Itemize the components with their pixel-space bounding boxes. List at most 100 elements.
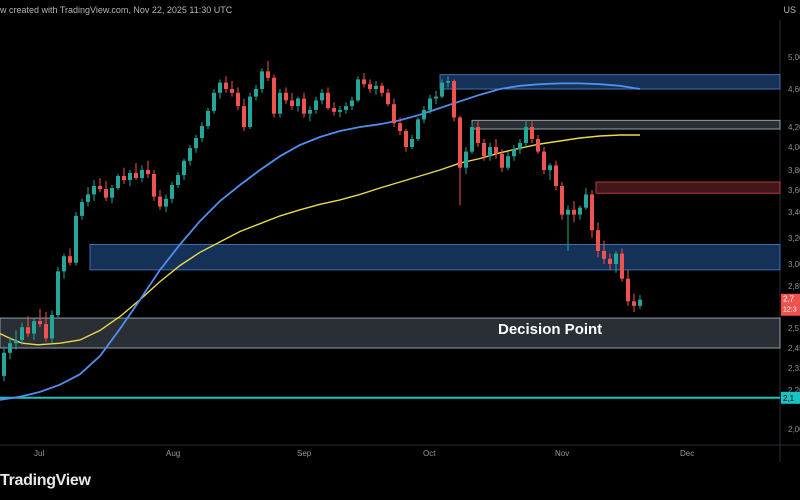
candle-body bbox=[578, 207, 582, 215]
candle-body bbox=[368, 84, 372, 89]
candle-body bbox=[554, 165, 558, 186]
candle-body bbox=[410, 139, 414, 147]
candle-body bbox=[602, 251, 606, 259]
candle-body bbox=[488, 147, 492, 157]
candle-body bbox=[458, 117, 462, 168]
candle-body bbox=[182, 160, 186, 175]
x-axis-tick-label: Jul bbox=[34, 449, 44, 458]
candle-body bbox=[170, 185, 174, 199]
candle-body bbox=[8, 343, 12, 353]
candle-body bbox=[56, 271, 60, 316]
candle-body bbox=[338, 109, 342, 112]
currency-label: US bbox=[783, 5, 796, 15]
candle-body bbox=[188, 148, 192, 161]
candle-body bbox=[140, 170, 144, 178]
candle-body bbox=[596, 230, 600, 251]
candle-body bbox=[230, 89, 234, 93]
candle-body bbox=[422, 109, 426, 120]
zone-grey-4 bbox=[0, 317, 781, 349]
candle-body bbox=[134, 173, 138, 178]
candle-body bbox=[272, 77, 276, 114]
candle-body bbox=[68, 256, 72, 263]
y-axis-tick-label: 2,200 bbox=[788, 386, 800, 395]
candle-body bbox=[404, 131, 408, 147]
candle-body bbox=[512, 149, 516, 157]
candle-body bbox=[2, 352, 6, 376]
candle-body bbox=[344, 106, 348, 110]
candle-body bbox=[32, 321, 36, 334]
candle-body bbox=[110, 188, 114, 198]
candle-body bbox=[494, 147, 498, 154]
zone-blue-0 bbox=[439, 74, 781, 90]
candle-body bbox=[218, 82, 222, 93]
last-price-label: 2,7 bbox=[783, 295, 795, 304]
candle-body bbox=[362, 79, 366, 85]
candle-body bbox=[104, 189, 108, 198]
candle-body bbox=[14, 340, 18, 344]
candle-body bbox=[566, 209, 570, 215]
slow-moving-average-line bbox=[0, 134, 640, 346]
y-axis-tick-label: 5,000 bbox=[788, 53, 800, 62]
candle-body bbox=[374, 85, 378, 89]
price-chart[interactable]: Decision Point 5,000 4,600 4,200 4,000 3,800 3… bbox=[0, 0, 800, 462]
zone-grey-1 bbox=[471, 119, 781, 130]
x-axis-tick-label: Aug bbox=[166, 449, 180, 458]
candle-body bbox=[356, 79, 360, 101]
candle-body bbox=[314, 100, 318, 110]
candle-body bbox=[524, 127, 528, 143]
candle-body bbox=[476, 127, 480, 143]
footer: TradingView bbox=[0, 462, 800, 500]
candle-body bbox=[620, 253, 624, 279]
candle-body bbox=[248, 96, 252, 127]
y-axis-tick-label: 3,800 bbox=[788, 166, 800, 175]
chart-caption: w created with TradingView.com, Nov 22, … bbox=[0, 5, 233, 15]
candle-body bbox=[254, 89, 258, 97]
candle-body bbox=[326, 92, 330, 108]
candle-body bbox=[38, 321, 42, 325]
y-axis-tick-label: 4,600 bbox=[788, 85, 800, 94]
candle-body bbox=[122, 176, 126, 180]
candle-body bbox=[584, 194, 588, 208]
candle-body bbox=[542, 151, 546, 170]
candle-body bbox=[278, 92, 282, 114]
candle-body bbox=[62, 256, 66, 272]
candle-body bbox=[92, 186, 96, 195]
candle-body bbox=[266, 71, 270, 78]
candle-body bbox=[224, 82, 228, 89]
candle-body bbox=[98, 186, 102, 189]
candle-body bbox=[350, 100, 354, 107]
candle-body bbox=[308, 109, 312, 114]
chart-header: w created with TradingView.com, Nov 22, … bbox=[0, 0, 800, 20]
candle-body bbox=[80, 202, 84, 216]
x-axis-tick-label: Nov bbox=[555, 449, 569, 458]
tradingview-logo: TradingView bbox=[0, 472, 91, 489]
y-axis-tick-label: 2,000 bbox=[788, 425, 800, 434]
candle-body bbox=[158, 196, 162, 207]
zone-blue-3 bbox=[89, 244, 781, 271]
candle-body bbox=[500, 153, 504, 168]
candle-body bbox=[260, 71, 264, 89]
candle-body bbox=[152, 174, 156, 197]
y-axis-tick-label: 3,400 bbox=[788, 208, 800, 217]
candle-body bbox=[638, 299, 642, 306]
candle-body bbox=[536, 139, 540, 152]
candle-body bbox=[506, 156, 510, 168]
candle-body bbox=[530, 127, 534, 139]
candle-body bbox=[290, 100, 294, 107]
x-axis-tick-label: Dec bbox=[680, 449, 694, 458]
y-axis-tick-label: 3,600 bbox=[788, 186, 800, 195]
candle-body bbox=[452, 81, 456, 118]
candle-body bbox=[482, 143, 486, 157]
candle-body bbox=[26, 327, 30, 334]
candle-body bbox=[164, 198, 168, 207]
x-axis-tick-label: Sep bbox=[297, 449, 312, 458]
candle-body bbox=[74, 215, 78, 263]
candle-body bbox=[116, 176, 120, 188]
y-axis-tick-label: 2,450 bbox=[788, 344, 800, 353]
y-axis-tick-label: 2,850 bbox=[788, 282, 800, 291]
candle-body bbox=[416, 119, 420, 139]
support-price-label: 2,1 bbox=[783, 394, 795, 403]
last-price-tag bbox=[781, 293, 800, 316]
candle-body bbox=[44, 324, 48, 339]
y-axis-tick-label: 2,325 bbox=[788, 364, 800, 373]
